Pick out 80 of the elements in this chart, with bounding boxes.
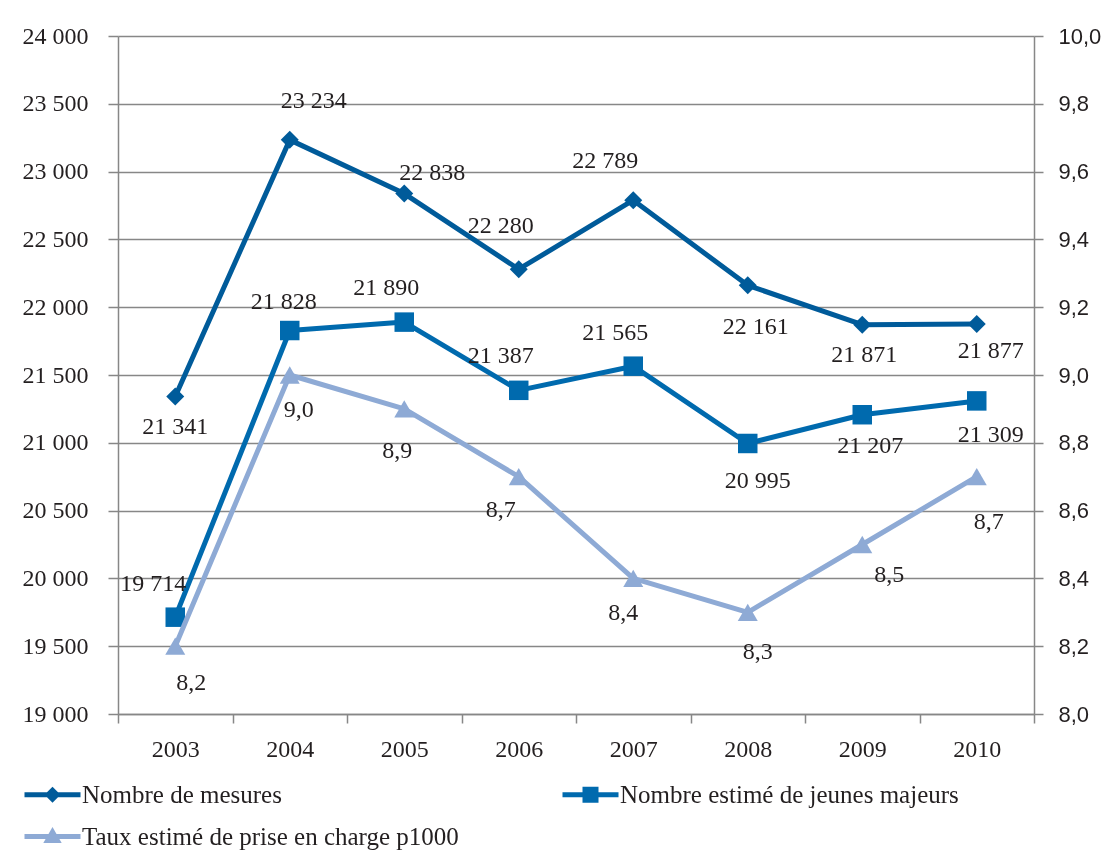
data-label: 9,0 [283,396,314,422]
y-tick-label: 19 000 [22,700,89,727]
y-tick-label: 24 000 [22,22,89,49]
point [279,366,300,384]
data-label: 21 387 [467,342,534,369]
x-tick-label: 2004 [266,735,315,762]
data-label: 8,2 [176,669,207,696]
point [623,569,644,588]
point [394,312,414,332]
data-label: 8,9 [382,436,413,463]
data-label: 8,5 [874,560,905,587]
point [624,191,643,210]
y2-tick-label: 9,8 [1058,91,1090,117]
y2-tick-label: 10,0 [1058,23,1102,49]
point [853,315,872,334]
point [280,130,299,149]
point [395,184,414,203]
x-tick-label: 2008 [724,735,773,762]
point [394,400,415,418]
data-label: 21 309 [957,420,1024,447]
data-label: 23 234 [280,86,347,113]
point [852,404,872,425]
y-tick-label: 19 500 [22,632,89,659]
data-label: 22 161 [722,313,789,340]
data-label: 8,7 [485,495,516,522]
y-tick-label: 21 500 [22,361,89,388]
data-label: 22 789 [572,147,639,174]
point [737,603,758,621]
y2-tick-label: 8,8 [1058,430,1090,456]
point [509,260,528,279]
data-label: 20 995 [724,467,791,494]
x-tick-label: 2006 [495,735,544,762]
y2-tick-label: 9,2 [1058,294,1090,320]
y-tick-label: 21 000 [22,429,89,456]
y-tick-label: 23 500 [22,90,89,117]
point [738,433,758,454]
x-tick-label: 2005 [380,735,429,762]
data-label: 21 341 [142,412,209,439]
point [738,276,757,295]
x-tick-label: 2009 [838,735,887,762]
x-tick-label: 2007 [609,735,658,762]
point [509,380,529,401]
y-tick-label: 23 000 [22,158,89,185]
legend-label: Nombre de mesures [82,780,282,808]
data-label: 21 207 [837,431,904,458]
y2-tick-label: 8,4 [1058,565,1090,591]
y2-tick-label: 9,6 [1058,159,1090,185]
point [967,391,987,411]
data-label: 8,3 [742,638,773,665]
y-tick-label: 20 000 [22,564,89,591]
legend-label: Taux estimé de prise en charge p1000 [82,822,459,850]
y-tick-label: 20 500 [22,497,89,524]
legend-label: Nombre estimé de jeunes majeurs [620,780,959,808]
point [280,320,300,341]
data-label: 21 565 [582,319,649,346]
x-tick-label: 2003 [151,735,200,762]
data-label: 22 280 [467,212,534,239]
y-tick-label: 22 000 [22,293,89,320]
point [966,468,987,486]
point [166,387,185,406]
data-label: 19 714 [120,570,187,597]
point [165,637,186,655]
data-label: 21 890 [353,274,420,301]
data-label: 8,7 [973,507,1004,534]
x-tick-label: 2010 [953,735,1002,762]
data-label: 21 877 [957,336,1024,363]
y2-tick-label: 8,2 [1058,633,1090,659]
y-tick-label: 22 500 [22,225,89,252]
y2-tick-label: 8,0 [1058,701,1090,727]
y2-tick-label: 8,6 [1058,498,1090,524]
point [852,535,873,554]
data-label: 21 828 [250,287,317,314]
data-label: 22 838 [399,158,466,185]
y2-tick-label: 9,4 [1058,226,1090,252]
point [623,356,643,376]
point [165,607,185,627]
point [508,468,529,486]
data-label: 8,4 [608,599,639,626]
data-label: 21 871 [831,340,898,367]
y2-tick-label: 9,0 [1058,362,1090,388]
